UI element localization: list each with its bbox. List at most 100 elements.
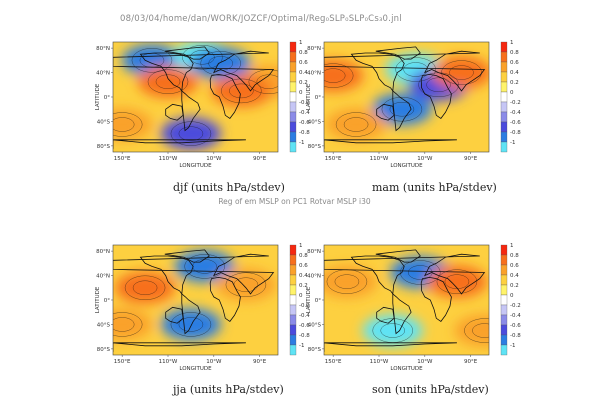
continent-outline [165, 103, 184, 121]
colorbar-swatch [500, 294, 508, 306]
x-tick-label: 10°W [206, 156, 222, 162]
y-tick-label: 80°N [307, 249, 321, 255]
y-tick-label: 40°N [96, 274, 110, 280]
contour-line [113, 117, 135, 132]
contour-line [113, 312, 143, 337]
continent-outline [324, 253, 486, 295]
continent-outline [165, 306, 184, 324]
contour-line [170, 312, 212, 337]
colorbar-swatch [500, 141, 508, 153]
continent-outline [209, 276, 241, 322]
y-tick-label: 40°N [96, 71, 110, 77]
contour-line [449, 65, 474, 80]
map-field [324, 42, 489, 152]
x-axis-label: LONGITUDE [179, 163, 212, 169]
colorbar-tick-label: 0.8 [299, 50, 308, 56]
colorbar-tick-label: 0.8 [510, 50, 519, 56]
continent-outline [164, 46, 210, 60]
continent-outline [113, 139, 246, 149]
colorbar-swatch [289, 141, 297, 153]
colorbar-tick-label: 0.2 [510, 80, 519, 86]
y-axis-label: LATITUDE [306, 83, 312, 110]
colorbar-tick-label: 0 [510, 90, 514, 96]
y-tick-label: 40°N [307, 274, 321, 280]
contour-line [113, 317, 135, 332]
continent-outline [376, 103, 395, 121]
continent-outline [420, 73, 452, 119]
y-tick-label: 80°S [97, 347, 111, 353]
x-tick-label: 10°W [417, 156, 433, 162]
colorbar-swatch [500, 61, 508, 73]
colorbar-tick-label: -0.6 [299, 120, 310, 126]
colorbar-swatch [500, 101, 508, 113]
colorbar-swatch [289, 81, 297, 93]
field-anomaly-blob [113, 308, 153, 341]
x-tick-label: 90°E [253, 359, 267, 365]
colorbar-tick-label: 0.6 [510, 60, 519, 66]
contour-line [464, 318, 489, 343]
continent-outline [113, 50, 275, 92]
x-tick-label: 150°E [325, 359, 342, 365]
colorbar-tick-label: 0.6 [299, 263, 308, 269]
colorbar-swatch [500, 274, 508, 286]
colorbar-swatch [289, 51, 297, 63]
colorbar-swatch [289, 121, 297, 133]
contour-line [131, 48, 173, 73]
colorbar-swatch [289, 344, 297, 356]
colorbar-swatch [289, 264, 297, 276]
colorbar-tick-label: 0.2 [510, 283, 519, 289]
contour-line [400, 260, 441, 285]
x-tick-label: 90°E [464, 359, 478, 365]
contour-line [147, 69, 189, 94]
colorbar-tick-label: -0.4 [510, 313, 521, 319]
y-axis-label: LATITUDE [306, 286, 312, 313]
contour-line [441, 60, 482, 85]
colorbar-tick-label: -1 [299, 140, 304, 146]
colorbar-tick-label: 1 [299, 40, 303, 46]
colorbar-tick-label: -0.2 [299, 303, 310, 309]
continent-outline [324, 50, 486, 92]
y-tick-label: 0° [104, 298, 110, 304]
colorbar-swatch [500, 91, 508, 103]
colorbar-swatch [289, 304, 297, 316]
contour-line [132, 280, 158, 296]
x-axis-label: LONGITUDE [179, 366, 212, 372]
contour-line [403, 62, 428, 77]
colorbar-swatch [500, 304, 508, 316]
colorbar-swatch [289, 284, 297, 296]
colorbar-tick-label: 0.2 [299, 283, 308, 289]
x-tick-label: 10°W [206, 359, 222, 365]
y-tick-label: 40°S [308, 119, 322, 125]
colorbar-swatch [289, 314, 297, 326]
colorbar-tick-label: -1 [510, 343, 515, 349]
colorbar-tick-label: 1 [510, 40, 514, 46]
continent-outline [181, 90, 201, 132]
panel-son: 80°N 40°N 0° 40°S 80°S 150°E 110°W 10°W 90°E LONG… [306, 237, 546, 402]
continent-outline [324, 139, 457, 149]
colorbar-swatch [289, 274, 297, 286]
continent-outline [113, 342, 246, 352]
caption-djf: djf (units hPa/stdev) [173, 181, 285, 194]
colorbar-swatch [500, 81, 508, 93]
continent-outline [181, 293, 201, 335]
contour-line [225, 272, 267, 297]
colorbar-tick-label: 0 [510, 293, 514, 299]
contour-line [324, 68, 346, 83]
x-tick-label: 10°W [417, 359, 433, 365]
panel-jja: 80°N 40°N 0° 40°S 80°S 150°E 110°W 10°W 90°E LONG… [95, 237, 335, 402]
contour-line [335, 112, 377, 137]
colorbar-tick-label: -0.6 [510, 120, 521, 126]
contour-line [182, 45, 223, 70]
y-axis-label: LATITUDE [95, 83, 101, 110]
file-path-title: 08/03/04/home/dan/WORK/JOZCF/Optimal/Reg… [120, 14, 402, 24]
contour-line [380, 323, 405, 338]
contour-line [395, 57, 436, 82]
colorbar-tick-label: 0.4 [510, 273, 519, 279]
y-tick-label: 40°S [97, 322, 111, 328]
colorbar-swatch [500, 324, 508, 336]
colorbar-swatch [500, 254, 508, 266]
colorbar-tick-label: 0.8 [510, 253, 519, 259]
field-anomaly-blob [454, 314, 489, 347]
y-tick-label: 0° [104, 95, 110, 101]
